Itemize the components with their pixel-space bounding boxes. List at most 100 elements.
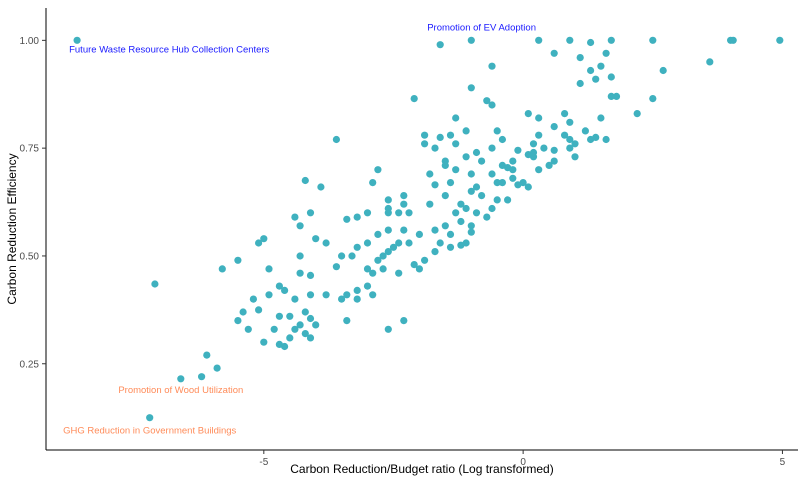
- data-point: [524, 183, 532, 191]
- data-point: [281, 342, 289, 351]
- data-point: [441, 192, 449, 200]
- data-point: [291, 295, 299, 303]
- data-point: [369, 269, 377, 277]
- data-point: [488, 144, 496, 152]
- data-point: [255, 306, 263, 314]
- data-point: [384, 248, 392, 256]
- data-point: [446, 243, 455, 251]
- data-point: [571, 153, 579, 161]
- data-point: [234, 256, 242, 264]
- data-point: [587, 38, 595, 47]
- data-point: [431, 226, 439, 234]
- data-point: [198, 373, 206, 381]
- data-point: [353, 243, 361, 251]
- data-point: [353, 286, 361, 294]
- data-point: [498, 135, 506, 144]
- data-point: [467, 170, 475, 178]
- data-point: [612, 92, 621, 100]
- data-point: [431, 144, 439, 152]
- data-point: [203, 351, 211, 359]
- data-point: [597, 114, 605, 122]
- data-point: [659, 66, 667, 75]
- data-point: [587, 135, 595, 144]
- data-point: [306, 271, 315, 279]
- data-point: [400, 226, 408, 234]
- data-point: [410, 95, 418, 103]
- data-point: [457, 200, 465, 208]
- data-point: [649, 36, 657, 44]
- data-point: [286, 312, 294, 320]
- data-point: [322, 291, 330, 299]
- annotation-label: Future Waste Resource Hub Collection Cen…: [69, 44, 270, 55]
- data-point: [415, 230, 423, 238]
- data-point: [462, 204, 470, 213]
- data-point: [535, 36, 543, 44]
- data-point: [649, 95, 657, 103]
- data-point: [265, 291, 273, 299]
- data-point: [348, 252, 356, 260]
- data-point: [379, 252, 387, 260]
- data-point: [244, 325, 252, 333]
- data-point: [286, 334, 294, 342]
- data-point: [400, 317, 408, 325]
- data-point: [566, 144, 574, 152]
- data-point: [488, 170, 496, 178]
- data-point: [462, 127, 470, 135]
- data-point: [260, 338, 268, 346]
- data-point: [472, 183, 481, 191]
- data-point: [389, 243, 398, 251]
- data-point: [452, 166, 460, 174]
- data-point: [566, 118, 574, 126]
- data-point: [410, 261, 418, 269]
- data-point: [296, 321, 304, 329]
- data-point: [633, 110, 641, 118]
- data-point: [607, 73, 615, 81]
- data-point: [306, 334, 315, 342]
- data-point: [457, 241, 465, 249]
- data-point: [483, 213, 491, 221]
- data-point: [535, 166, 543, 174]
- annotation-label: Promotion of Wood Utilization: [118, 385, 243, 396]
- data-point: [363, 282, 372, 290]
- data-point: [374, 230, 382, 238]
- data-point: [426, 200, 434, 208]
- x-axis-title: Carbon Reduction/Budget ratio (Log trans…: [290, 462, 553, 476]
- data-point: [312, 235, 320, 243]
- data-point: [436, 133, 444, 141]
- data-point: [581, 127, 590, 135]
- data-point: [540, 144, 548, 152]
- data-point: [234, 317, 242, 325]
- data-point: [504, 196, 512, 204]
- data-point: [395, 209, 403, 217]
- data-point: [343, 291, 351, 299]
- y-tick-label: 0.75: [20, 144, 40, 155]
- data-point: [151, 280, 159, 288]
- data-point: [488, 204, 496, 213]
- data-point: [400, 200, 408, 208]
- data-point: [576, 79, 584, 88]
- data-point: [275, 312, 283, 320]
- data-point: [296, 222, 304, 230]
- data-point: [426, 170, 434, 178]
- y-tick-label: 0.50: [20, 251, 40, 262]
- y-axis-title: Carbon Reduction Efficiency: [5, 153, 19, 304]
- data-point: [729, 36, 737, 44]
- data-point: [462, 153, 470, 161]
- data-point: [306, 314, 315, 323]
- data-point: [545, 161, 553, 169]
- data-point: [561, 131, 569, 139]
- data-point: [338, 295, 346, 303]
- data-point: [483, 97, 491, 105]
- data-point: [441, 222, 449, 230]
- data-point: [776, 36, 784, 44]
- data-point: [301, 176, 309, 185]
- data-point: [249, 295, 257, 303]
- data-point: [524, 110, 532, 118]
- data-point: [457, 217, 465, 226]
- data-point: [322, 239, 330, 247]
- data-point: [467, 228, 475, 236]
- data-point: [529, 140, 538, 148]
- data-point: [213, 364, 221, 372]
- data-point: [353, 213, 361, 221]
